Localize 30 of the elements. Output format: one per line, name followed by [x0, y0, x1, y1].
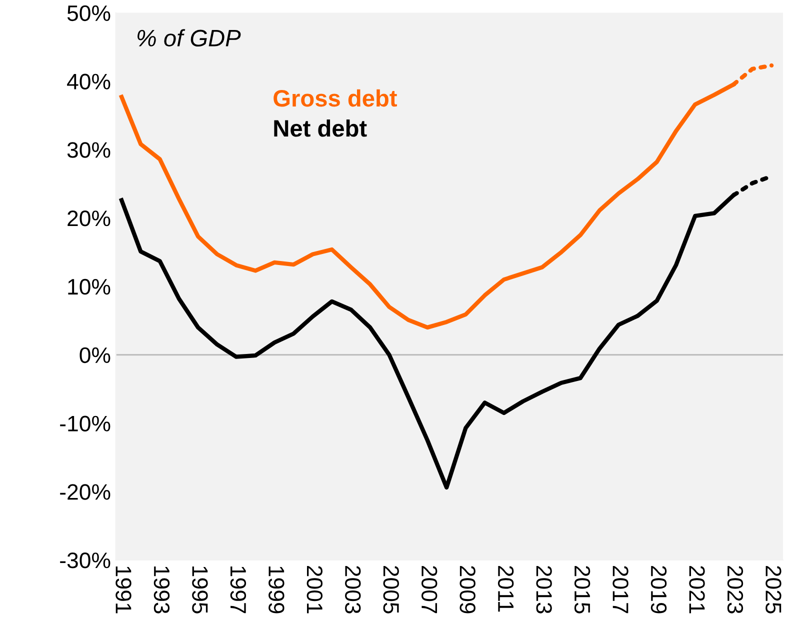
- y-tick-label: -30%: [60, 552, 110, 568]
- y-tick-label: 30%: [67, 142, 110, 158]
- x-tick-label: 2001: [306, 566, 323, 614]
- x-tick-label: 2017: [612, 566, 628, 614]
- y-tick-label: 0%: [80, 347, 110, 364]
- x-tick-label: 1997: [230, 566, 246, 614]
- x-tick-label: 2023: [727, 566, 744, 614]
- x-tick-label: 2005: [383, 566, 399, 614]
- x-tick-label: 2015: [574, 566, 590, 614]
- y-tick-label: -20%: [60, 484, 110, 500]
- text: Net debt: [274, 119, 367, 137]
- x-tick-label: 2007: [421, 566, 438, 614]
- y-tick-label: 20%: [68, 210, 110, 226]
- annotation: % of GDP: [138, 29, 241, 46]
- x-tick-label: 2011: [498, 566, 514, 612]
- text: Gross debt: [274, 89, 397, 107]
- x-tick-label: 2025: [766, 566, 782, 614]
- x-tick-label: 1993: [154, 566, 170, 614]
- y-tick-label: -10%: [60, 416, 110, 432]
- y-tick-label: 50%: [67, 5, 110, 22]
- x-tick-label: 2009: [460, 566, 476, 614]
- x-tick-label: 1999: [268, 566, 284, 614]
- x-tick-label: 2019: [650, 566, 667, 614]
- x-tick-label: 2013: [536, 566, 552, 614]
- x-tick-label: 2021: [689, 566, 705, 614]
- y-tick-label: 40%: [67, 74, 110, 90]
- x-tick-label: 2003: [345, 566, 361, 614]
- x-tick-label: 1995: [192, 566, 208, 614]
- x-tick-label: 1991: [116, 566, 132, 614]
- y-tick-label: 10%: [68, 278, 110, 295]
